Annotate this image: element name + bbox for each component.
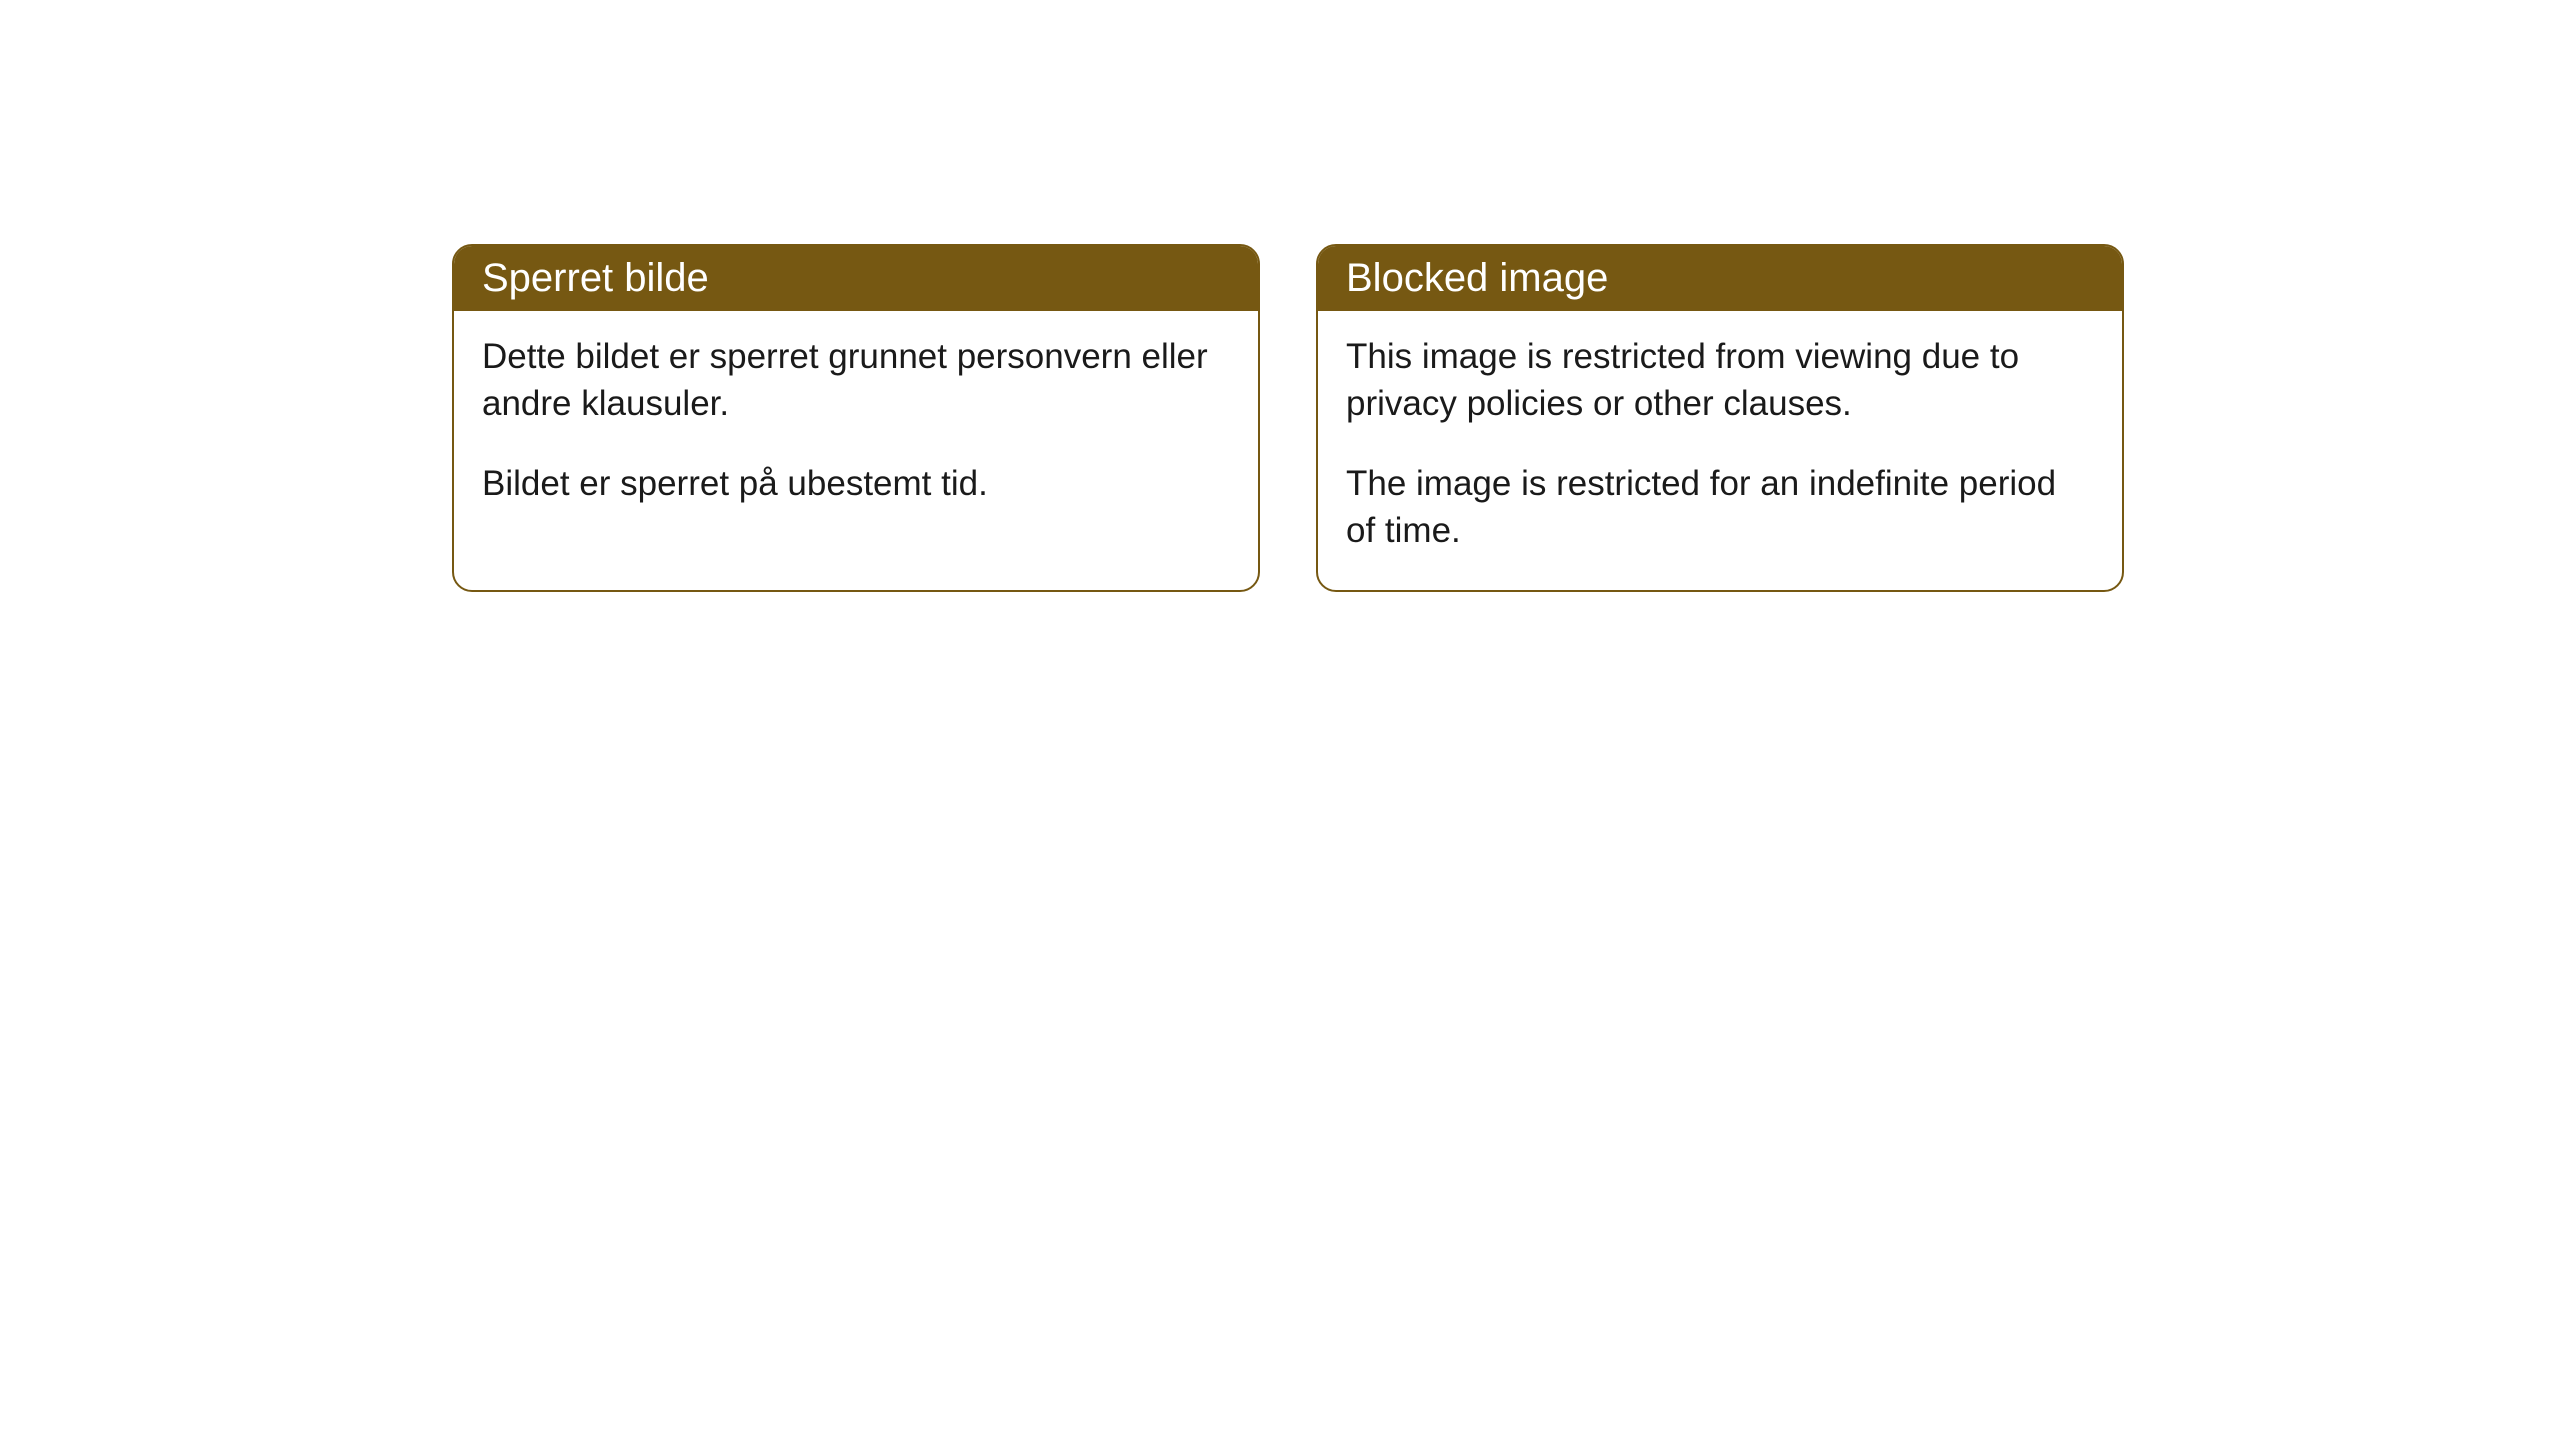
- notice-text-english-2: The image is restricted for an indefinit…: [1346, 460, 2094, 555]
- notice-text-english-1: This image is restricted from viewing du…: [1346, 333, 2094, 428]
- card-header-english: Blocked image: [1318, 246, 2122, 311]
- blocked-image-card-norwegian: Sperret bilde Dette bildet er sperret gr…: [452, 244, 1260, 592]
- notice-text-norwegian-1: Dette bildet er sperret grunnet personve…: [482, 333, 1230, 428]
- blocked-image-card-english: Blocked image This image is restricted f…: [1316, 244, 2124, 592]
- card-body-english: This image is restricted from viewing du…: [1318, 311, 2122, 590]
- card-header-norwegian: Sperret bilde: [454, 246, 1258, 311]
- notice-cards-container: Sperret bilde Dette bildet er sperret gr…: [452, 244, 2124, 592]
- card-body-norwegian: Dette bildet er sperret grunnet personve…: [454, 311, 1258, 543]
- notice-text-norwegian-2: Bildet er sperret på ubestemt tid.: [482, 460, 1230, 507]
